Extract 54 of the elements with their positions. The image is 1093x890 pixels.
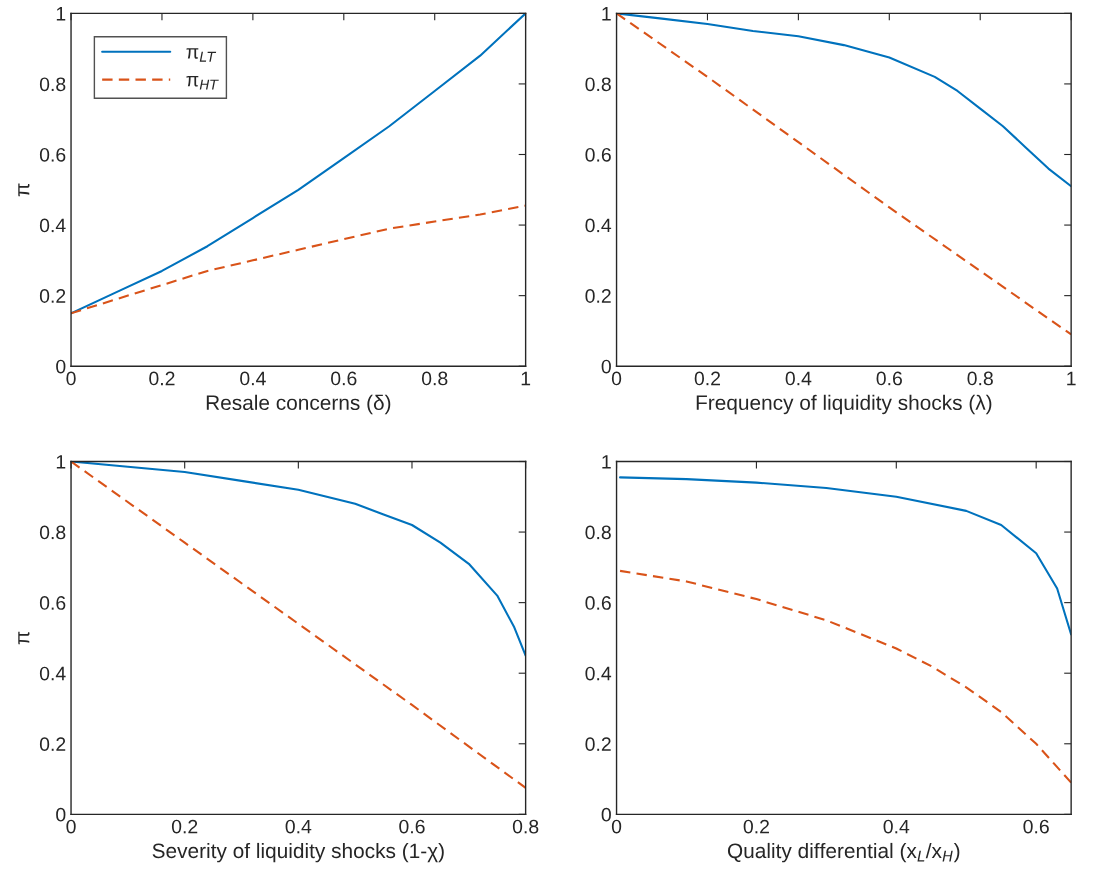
y-axis-title: π bbox=[18, 631, 30, 645]
y-tick-label: 0.4 bbox=[39, 218, 66, 233]
legend-label: π$_{LT}$ bbox=[186, 48, 217, 62]
x-axis-title: Severity of liquidity shocks (1-χ) bbox=[152, 842, 444, 863]
x-tick-label: 0.6 bbox=[331, 371, 357, 386]
y-tick-label: 1 bbox=[56, 7, 66, 21]
x-tick-label: 1 bbox=[521, 371, 531, 386]
x-tick-label: 0.6 bbox=[399, 819, 425, 834]
y-tick-label: 0.4 bbox=[585, 218, 612, 233]
line-series bbox=[71, 204, 526, 315]
y-tick-label: 1 bbox=[602, 455, 611, 469]
y-tick-label: 0.2 bbox=[585, 289, 611, 303]
line-series bbox=[619, 476, 1072, 636]
x-tick-label: 0.4 bbox=[240, 371, 266, 386]
x-tick-label: 0.8 bbox=[421, 371, 448, 386]
x-tick-label: 0.6 bbox=[876, 371, 902, 386]
x-axis-title: Quality differential (x$_{L}$/x$_{H}$) bbox=[727, 842, 960, 863]
y-tick-label: 0 bbox=[56, 359, 66, 374]
y-tick-label: 0.2 bbox=[39, 289, 66, 303]
y-tick-label: 1 bbox=[56, 455, 66, 469]
y-tick-label: 0.6 bbox=[585, 596, 611, 610]
x-tick-label: 1 bbox=[1067, 371, 1076, 386]
x-tick-label: 0.2 bbox=[694, 371, 721, 386]
y-tick-label: 0.6 bbox=[585, 147, 611, 162]
y-tick-label: 0.2 bbox=[585, 737, 611, 752]
x-tick-label: 0.2 bbox=[149, 371, 175, 386]
y-tick-label: 0 bbox=[601, 807, 611, 822]
x-axis-title: Frequency of liquidity shocks (λ) bbox=[696, 394, 992, 415]
x-tick-label: 0.4 bbox=[785, 371, 812, 386]
y-tick-label: 0 bbox=[601, 359, 611, 374]
y-tick-label: 0.2 bbox=[39, 737, 66, 752]
line-series bbox=[619, 569, 1072, 784]
x-tick-label: 0.4 bbox=[883, 819, 910, 834]
y-tick-label: 1 bbox=[602, 7, 611, 21]
y-tick-label: 0.8 bbox=[39, 525, 66, 540]
y-tick-label: 0.8 bbox=[585, 525, 611, 540]
x-tick-label: 0 bbox=[66, 371, 76, 386]
y-tick-label: 0.4 bbox=[39, 666, 66, 681]
x-tick-label: 0.4 bbox=[285, 819, 312, 834]
y-tick-label: 0.8 bbox=[585, 77, 611, 92]
y-tick-label: 0.6 bbox=[39, 147, 66, 162]
x-tick-label: 0.8 bbox=[967, 371, 993, 386]
x-tick-label: 0.2 bbox=[171, 819, 198, 834]
legend-label: π$_{HT}$ bbox=[186, 76, 219, 90]
x-axis-title: Resale concerns (δ) bbox=[206, 394, 391, 415]
y-tick-label: 0.8 bbox=[39, 77, 66, 92]
x-tick-label: 0.6 bbox=[1023, 819, 1049, 834]
y-tick-label: 0.4 bbox=[585, 666, 612, 681]
y-tick-label: 0 bbox=[56, 807, 66, 822]
x-tick-label: 0.2 bbox=[743, 819, 769, 834]
y-tick-label: 0.6 bbox=[39, 596, 66, 610]
x-tick-label: 0.8 bbox=[512, 819, 539, 834]
x-tick-label: 0 bbox=[66, 819, 76, 834]
y-axis-title: π bbox=[18, 183, 30, 197]
